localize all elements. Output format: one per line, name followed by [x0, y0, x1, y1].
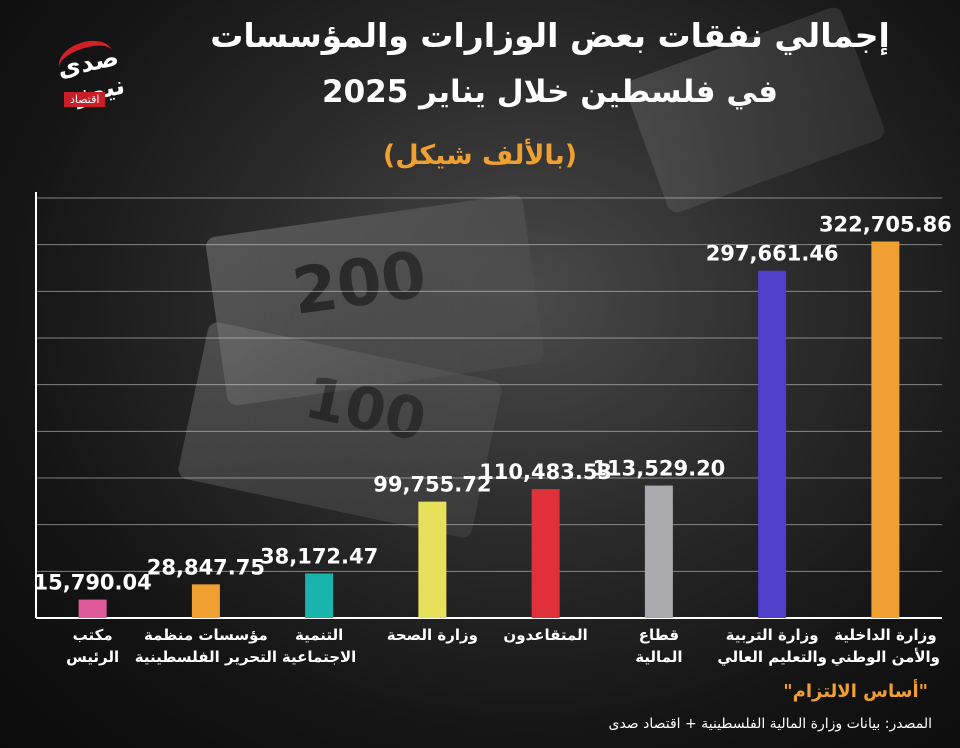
- category-label: المتقاعدون: [503, 626, 587, 644]
- bar: [191, 584, 220, 618]
- data-label: 113,529.20: [592, 457, 725, 481]
- data-label: 297,661.46: [706, 242, 839, 266]
- data-label: 38,172.47: [260, 544, 378, 568]
- data-label: 322,705.86: [819, 213, 952, 237]
- category-label: والتعليم العالي: [717, 648, 827, 666]
- category-label: قطاع: [639, 626, 679, 644]
- category-label: التحرير الفلسطينية: [135, 648, 277, 666]
- category-label: والأمن الوطني: [831, 648, 940, 666]
- category-label: الاجتماعية: [282, 648, 356, 666]
- category-label: وزارة الداخلية: [834, 626, 937, 644]
- chart-title: إجمالي نفقات بعض الوزارات والمؤسسات: [210, 16, 890, 55]
- data-label: 15,790.04: [34, 571, 152, 595]
- data-label: 110,483.53: [479, 460, 612, 484]
- logo-sub: اقتصاد: [64, 92, 106, 107]
- category-label: التنمية: [295, 626, 343, 644]
- bar: [644, 485, 673, 618]
- data-label: 99,755.72: [373, 473, 491, 497]
- source-note: المصدر: بيانات وزارة المالية الفلسطينية …: [608, 716, 932, 732]
- category-label: وزارة التربية: [726, 626, 819, 644]
- footer-highlight: "أساس الالتزام": [783, 681, 928, 702]
- bar: [758, 270, 787, 618]
- category-label: مكتب: [73, 626, 113, 644]
- bar: [871, 241, 900, 618]
- bar: [418, 501, 447, 618]
- bar: [305, 573, 334, 618]
- data-label: 28,847.75: [147, 555, 265, 579]
- category-label: وزارة الصحة: [387, 626, 478, 644]
- chart-subtitle: في فلسطين خلال يناير 2025: [322, 74, 778, 110]
- category-label: المالية: [635, 648, 682, 666]
- category-label: الرئيس: [66, 648, 119, 666]
- bar: [531, 489, 560, 618]
- logo: صدى نيوز اقتصاد: [38, 34, 127, 110]
- bar: [78, 599, 107, 618]
- unit-label: (بالألف شيكل): [382, 140, 578, 171]
- category-label: مؤسسات منظمة: [144, 626, 268, 644]
